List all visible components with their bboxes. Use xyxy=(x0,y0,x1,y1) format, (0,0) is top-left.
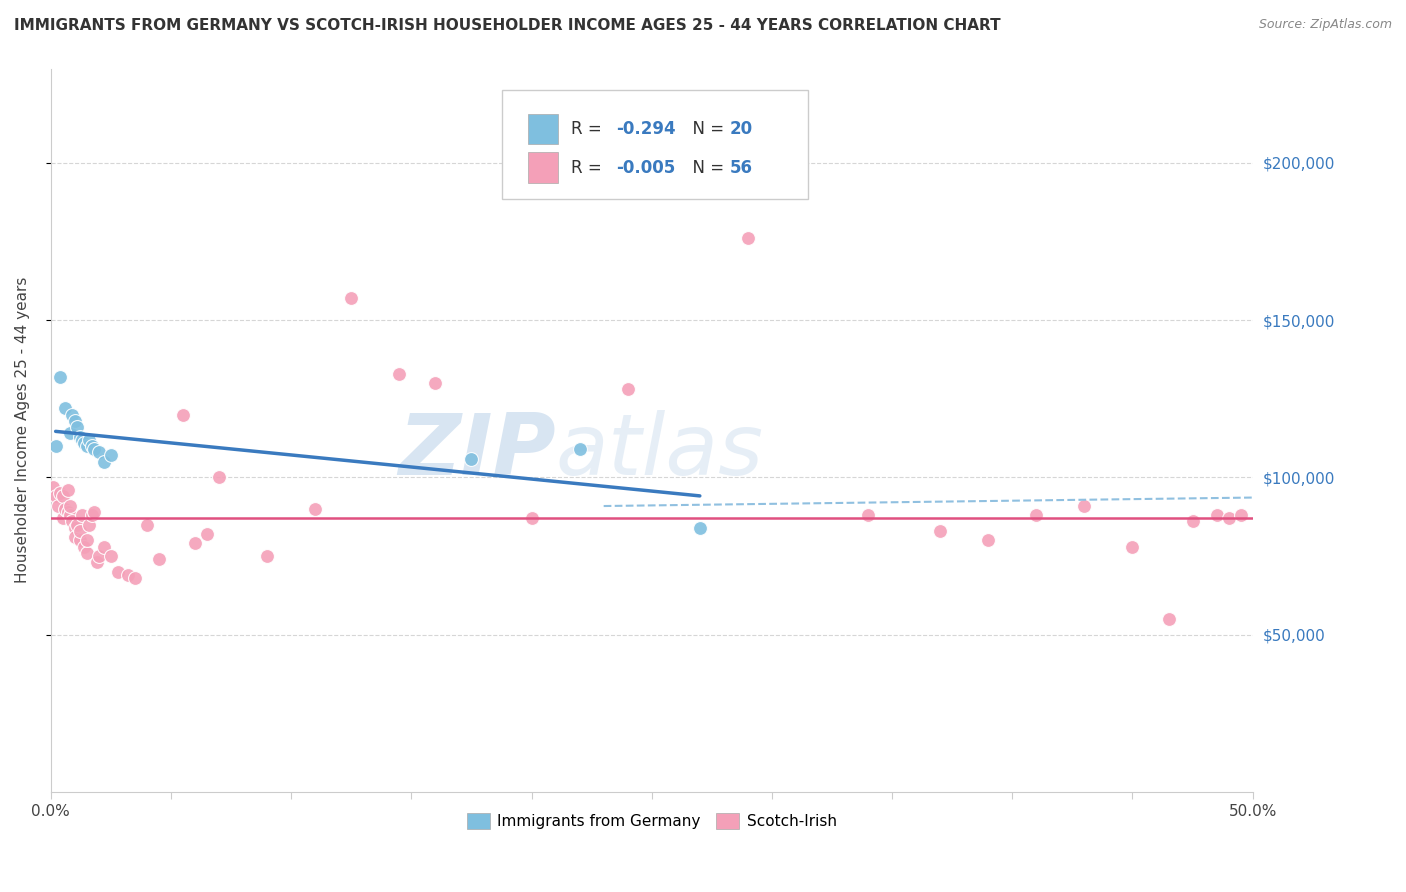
Point xyxy=(184,536,207,550)
Point xyxy=(49,369,72,384)
Point xyxy=(46,499,69,513)
Point xyxy=(53,501,76,516)
Text: 20: 20 xyxy=(730,120,754,138)
Point xyxy=(79,433,101,447)
Point xyxy=(929,524,952,538)
Point xyxy=(616,382,638,396)
Point xyxy=(52,511,75,525)
Point xyxy=(460,451,482,466)
Point xyxy=(63,530,86,544)
Point xyxy=(977,533,1000,548)
FancyBboxPatch shape xyxy=(529,153,558,183)
Point xyxy=(107,565,129,579)
Point xyxy=(80,439,103,453)
Point xyxy=(87,549,110,563)
Text: R =: R = xyxy=(571,120,607,138)
Point xyxy=(100,549,122,563)
Point xyxy=(73,540,96,554)
Text: IMMIGRANTS FROM GERMANY VS SCOTCH-IRISH HOUSEHOLDER INCOME AGES 25 - 44 YEARS CO: IMMIGRANTS FROM GERMANY VS SCOTCH-IRISH … xyxy=(14,18,1001,33)
Point xyxy=(63,414,86,428)
Point xyxy=(76,439,98,453)
Point xyxy=(62,515,84,529)
Point xyxy=(45,439,67,453)
Point xyxy=(66,517,89,532)
Point xyxy=(136,517,159,532)
Text: Source: ZipAtlas.com: Source: ZipAtlas.com xyxy=(1258,18,1392,31)
Point xyxy=(93,540,115,554)
Point xyxy=(388,367,411,381)
Point xyxy=(66,420,89,434)
Point xyxy=(1157,612,1180,626)
Point xyxy=(208,470,231,484)
Point xyxy=(53,401,76,416)
Text: -0.294: -0.294 xyxy=(616,120,675,138)
Point xyxy=(80,508,103,523)
Point xyxy=(1025,508,1047,523)
Point xyxy=(73,435,96,450)
Point xyxy=(87,445,110,459)
Point xyxy=(1218,511,1240,525)
Point xyxy=(59,508,82,523)
Text: -0.005: -0.005 xyxy=(616,159,675,177)
Point xyxy=(195,527,218,541)
Text: R =: R = xyxy=(571,159,607,177)
Point xyxy=(124,571,146,585)
Point xyxy=(70,508,93,523)
Point xyxy=(59,499,82,513)
Point xyxy=(63,521,86,535)
Point xyxy=(689,521,711,535)
Point xyxy=(1181,515,1204,529)
Point xyxy=(117,568,139,582)
Point xyxy=(76,533,98,548)
Point xyxy=(856,508,879,523)
Point xyxy=(49,486,72,500)
Point xyxy=(69,524,91,538)
Point xyxy=(93,455,115,469)
FancyBboxPatch shape xyxy=(502,90,808,199)
Point xyxy=(56,483,79,497)
Point xyxy=(520,511,543,525)
Text: 56: 56 xyxy=(730,159,752,177)
Point xyxy=(148,552,170,566)
Point xyxy=(52,489,75,503)
FancyBboxPatch shape xyxy=(529,114,558,145)
Point xyxy=(76,546,98,560)
Point xyxy=(737,231,759,245)
Point xyxy=(42,480,65,494)
Text: atlas: atlas xyxy=(555,410,763,493)
Text: N =: N = xyxy=(682,159,730,177)
Point xyxy=(45,489,67,503)
Point xyxy=(59,426,82,441)
Point xyxy=(1205,508,1227,523)
Point xyxy=(568,442,591,456)
Point xyxy=(304,501,326,516)
Point xyxy=(79,517,101,532)
Point xyxy=(1229,508,1251,523)
Point xyxy=(1073,499,1095,513)
Text: ZIP: ZIP xyxy=(398,410,555,493)
Point xyxy=(56,505,79,519)
Text: N =: N = xyxy=(682,120,730,138)
Point xyxy=(70,433,93,447)
Point xyxy=(425,376,447,390)
Point xyxy=(62,408,84,422)
Point xyxy=(172,408,194,422)
Y-axis label: Householder Income Ages 25 - 44 years: Householder Income Ages 25 - 44 years xyxy=(15,277,30,583)
Point xyxy=(83,442,105,456)
Legend: Immigrants from Germany, Scotch-Irish: Immigrants from Germany, Scotch-Irish xyxy=(461,806,842,835)
Point xyxy=(100,449,122,463)
Point xyxy=(83,505,105,519)
Point xyxy=(340,291,363,305)
Point xyxy=(69,533,91,548)
Point xyxy=(86,555,108,569)
Point xyxy=(256,549,278,563)
Point xyxy=(69,429,91,443)
Point xyxy=(1121,540,1143,554)
